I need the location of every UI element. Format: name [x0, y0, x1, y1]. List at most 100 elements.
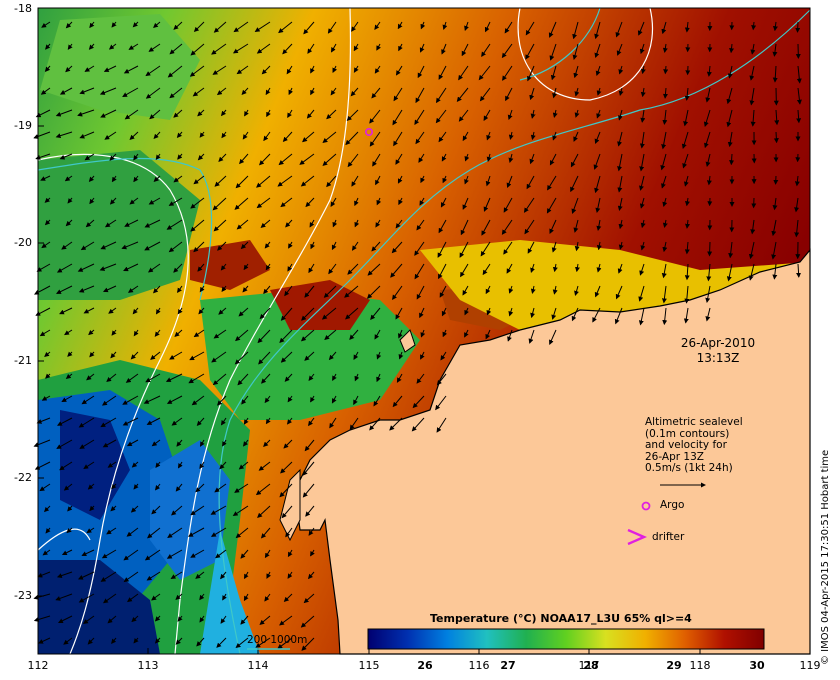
velocity-arrow	[266, 571, 271, 579]
velocity-arrow	[100, 571, 117, 582]
velocity-arrow	[750, 109, 756, 127]
velocity-arrow	[570, 175, 579, 193]
velocity-arrow	[57, 417, 73, 426]
velocity-arrow	[374, 21, 381, 31]
velocity-arrow	[309, 219, 315, 228]
velocity-arrow	[236, 65, 249, 75]
velocity-arrow	[145, 65, 161, 77]
velocity-arrow	[796, 109, 802, 124]
velocity-arrow	[260, 527, 271, 539]
velocity-arrow	[481, 219, 491, 236]
velocity-arrow	[347, 153, 359, 168]
velocity-arrow	[596, 219, 602, 231]
velocity-arrow	[133, 175, 139, 183]
velocity-arrow	[238, 307, 249, 317]
velocity-arrow	[257, 329, 271, 344]
velocity-arrow	[61, 549, 73, 556]
velocity-arrow	[177, 285, 183, 294]
velocity-arrow	[750, 219, 756, 235]
velocity-arrow	[794, 175, 800, 187]
velocity-arrow	[440, 351, 447, 361]
velocity-arrow	[173, 21, 183, 30]
velocity-arrow	[353, 395, 359, 406]
velocity-arrow	[211, 43, 227, 55]
velocity-arrow	[419, 197, 425, 206]
velocity-arrow	[353, 65, 359, 73]
velocity-arrow	[395, 307, 403, 320]
velocity-arrow	[130, 505, 139, 513]
velocity-arrow	[310, 65, 315, 74]
velocity-arrow	[639, 131, 645, 149]
velocity-arrow	[86, 527, 95, 534]
velocity-arrow	[89, 505, 95, 512]
velocity-arrow	[190, 43, 205, 56]
velocity-arrow	[148, 43, 161, 52]
velocity-arrow	[282, 131, 293, 143]
y-tick: -23	[14, 589, 32, 602]
velocity-arrow	[547, 175, 557, 191]
velocity-arrow	[285, 527, 293, 538]
velocity-arrow	[376, 373, 381, 383]
velocity-arrow	[264, 395, 271, 404]
velocity-arrow	[461, 43, 469, 57]
velocity-arrow	[45, 43, 51, 50]
velocity-arrow	[144, 219, 161, 228]
velocity-arrow	[482, 263, 491, 276]
velocity-arrow	[283, 593, 293, 602]
velocity-arrow	[684, 241, 690, 255]
velocity-arrow	[486, 153, 492, 162]
velocity-arrow	[235, 329, 249, 342]
colorbar-tick: 26	[417, 659, 433, 672]
velocity-arrow	[148, 197, 161, 205]
velocity-arrow	[34, 285, 51, 295]
velocity-arrow	[39, 483, 51, 492]
velocity-arrow	[376, 197, 382, 206]
velocity-arrow	[638, 307, 645, 326]
velocity-arrow	[442, 21, 448, 30]
velocity-arrow	[310, 395, 315, 403]
velocity-arrow	[240, 241, 249, 250]
velocity-arrow	[241, 87, 249, 96]
velocity-arrow	[122, 395, 139, 405]
velocity-arrow	[706, 65, 712, 77]
velocity-arrow	[772, 197, 778, 211]
velocity-arrow	[308, 417, 315, 427]
velocity-arrow	[458, 109, 469, 122]
velocity-arrow	[286, 65, 293, 75]
velocity-arrow	[190, 197, 205, 209]
velocity-arrow	[147, 527, 161, 539]
velocity-arrow	[771, 219, 777, 237]
velocity-arrow	[502, 65, 513, 81]
velocity-arrow	[146, 571, 161, 581]
velocity-arrow	[218, 153, 227, 163]
velocity-arrow	[639, 175, 645, 191]
y-tick: -22	[14, 471, 32, 484]
velocity-arrow	[103, 65, 117, 72]
velocity-arrow	[637, 21, 645, 36]
velocity-arrow	[279, 615, 293, 626]
velocity-arrow	[56, 263, 73, 273]
velocity-arrow	[59, 153, 73, 160]
drifter-legend-symbol	[627, 528, 647, 546]
x-tick: 118	[689, 659, 711, 672]
velocity-arrow	[264, 593, 271, 602]
velocity-arrow	[66, 527, 73, 534]
velocity-arrow	[662, 43, 668, 53]
velocity-arrow	[102, 593, 117, 604]
velocity-arrow	[234, 483, 249, 493]
velocity-arrow	[530, 307, 536, 319]
velocity-arrow	[81, 395, 95, 405]
velocity-arrow	[111, 21, 117, 28]
velocity-arrow	[464, 175, 469, 185]
velocity-arrow	[684, 87, 690, 101]
velocity-arrow	[79, 439, 95, 449]
velocity-arrow	[126, 439, 139, 447]
velocity-arrow	[123, 549, 139, 561]
velocity-arrow	[550, 65, 557, 81]
velocity-arrow	[683, 175, 689, 187]
velocity-arrow	[389, 417, 403, 431]
velocity-arrow	[438, 263, 447, 280]
velocity-arrow	[548, 21, 557, 38]
velocity-arrow	[615, 21, 623, 38]
velocity-arrow	[216, 87, 227, 96]
